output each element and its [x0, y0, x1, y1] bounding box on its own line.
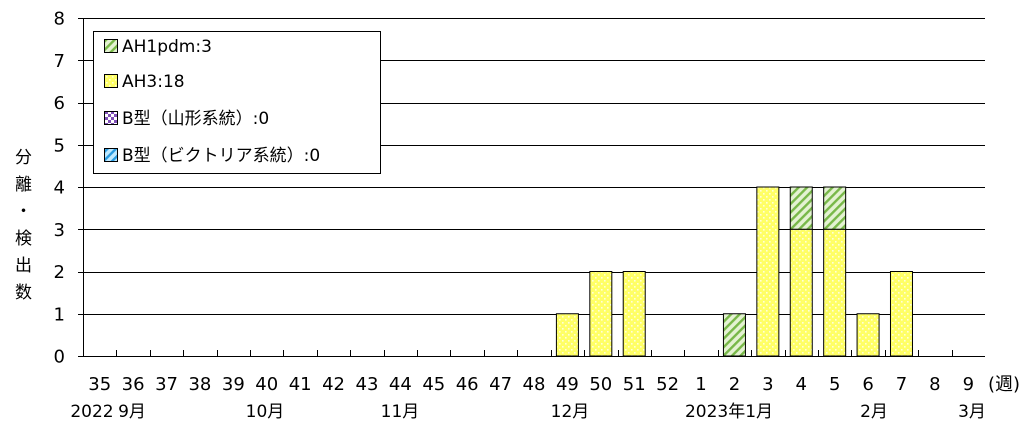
- month-label: 9月: [118, 402, 146, 422]
- x-tick-label-43: 43: [356, 374, 379, 395]
- legend-swatch-series-0: [104, 39, 118, 53]
- y-tick-label: 1: [54, 304, 65, 325]
- y-tick-label: 8: [54, 9, 65, 30]
- x-tick-label-52: 52: [656, 374, 679, 395]
- x-tick-label-9: 9: [963, 374, 974, 395]
- y-axis-title: 分離・検出数: [11, 148, 31, 310]
- x-tick-label-49: 49: [556, 374, 579, 395]
- x-tick-label-37: 37: [155, 374, 178, 395]
- bar-series-1-week-5: [823, 228, 847, 357]
- month-label: 12月: [551, 402, 590, 422]
- bar-series-1-week-4: [789, 228, 813, 357]
- legend-label-series-2: B型（山形系統）:0: [122, 109, 269, 129]
- bar-series-1-week-7: [889, 271, 913, 357]
- x-tick-label-42: 42: [322, 374, 345, 395]
- month-label: 11月: [381, 402, 420, 422]
- x-tick-label-51: 51: [623, 374, 646, 395]
- x-tick-label-35: 35: [88, 374, 111, 395]
- x-tick-label-46: 46: [456, 374, 479, 395]
- legend-label-series-1: AH3:18: [122, 72, 185, 92]
- x-axis-unit-label: (週): [988, 374, 1020, 395]
- y-tick-label: 7: [54, 51, 65, 72]
- x-tick-label-41: 41: [289, 374, 312, 395]
- month-label: 2月: [860, 402, 888, 422]
- x-tick-label-50: 50: [589, 374, 612, 395]
- month-label: 2022: [70, 402, 113, 422]
- y-tick-label: 2: [54, 262, 65, 283]
- x-tick-label-2: 2: [729, 374, 740, 395]
- x-tick-label-44: 44: [389, 374, 412, 395]
- y-tick-label: 4: [54, 178, 65, 199]
- x-tick-label-38: 38: [188, 374, 211, 395]
- x-tick-label-48: 48: [523, 374, 546, 395]
- x-tick-label-5: 5: [829, 374, 840, 395]
- bar-series-0-week-4: [789, 186, 813, 230]
- bar-series-1-week-6: [856, 313, 880, 357]
- month-label: 3月: [958, 402, 986, 422]
- legend: AH1pdm:3 AH3:18 B型（山形系統）:0 B型（ビクトリア系統）:0: [93, 31, 381, 174]
- legend-label-series-3: B型（ビクトリア系統）:0: [122, 146, 320, 166]
- bar-series-1-week-3: [756, 186, 780, 357]
- y-tick-label: 3: [54, 220, 65, 241]
- x-tick-label-7: 7: [896, 374, 907, 395]
- legend-swatch-series-1: [104, 74, 118, 88]
- x-tick-label-6: 6: [862, 374, 873, 395]
- legend-label-series-0: AH1pdm:3: [122, 37, 212, 57]
- x-tick-label-45: 45: [422, 374, 445, 395]
- x-tick-label-1: 1: [695, 374, 706, 395]
- y-tick-label: 0: [54, 347, 65, 368]
- x-tick-label-47: 47: [489, 374, 512, 395]
- bar-series-1-week-50: [589, 271, 613, 357]
- bar-series-1-week-51: [622, 271, 646, 357]
- legend-box: [93, 31, 381, 174]
- month-label: 2023年1月: [685, 402, 773, 422]
- x-tick-label-8: 8: [929, 374, 940, 395]
- y-tick-label: 5: [54, 135, 65, 156]
- x-tick-label-3: 3: [762, 374, 773, 395]
- x-tick-label-4: 4: [796, 374, 807, 395]
- bar-series-1-week-49: [555, 313, 579, 357]
- x-tick-label-40: 40: [255, 374, 278, 395]
- y-tick-label: 6: [54, 93, 65, 114]
- month-label: 10月: [246, 402, 285, 422]
- x-tick-label-39: 39: [222, 374, 245, 395]
- legend-swatch-series-3: [104, 148, 118, 162]
- x-tick-label-36: 36: [122, 374, 145, 395]
- bar-series-0-week-5: [823, 186, 847, 230]
- bar-series-0-week-2: [722, 313, 746, 357]
- legend-swatch-series-2: [104, 111, 118, 125]
